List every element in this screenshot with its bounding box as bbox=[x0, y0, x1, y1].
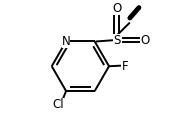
Text: O: O bbox=[141, 34, 150, 47]
Text: F: F bbox=[122, 60, 128, 73]
Text: S: S bbox=[113, 34, 121, 47]
Text: N: N bbox=[62, 35, 70, 48]
Text: O: O bbox=[112, 2, 122, 15]
Text: Cl: Cl bbox=[52, 98, 64, 111]
